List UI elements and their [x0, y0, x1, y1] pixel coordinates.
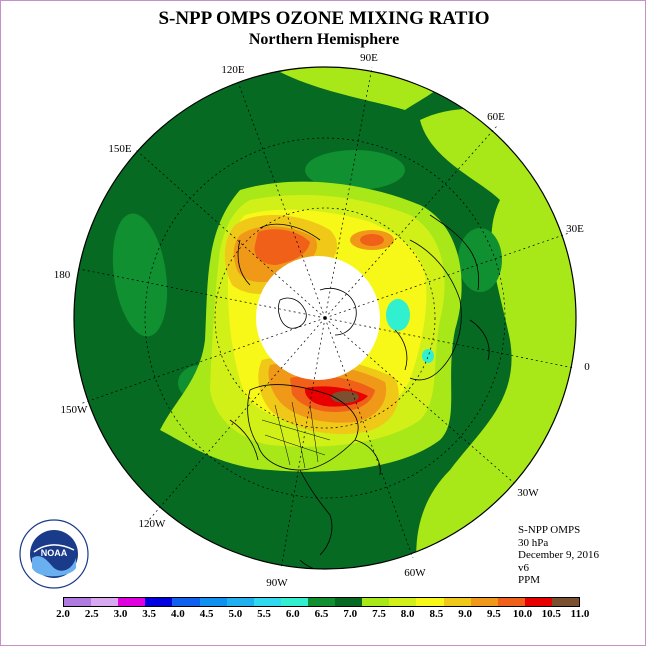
- longitude-labels: 90E 60E 30E 0 30W 60W 90W 120W 150W 180 …: [54, 52, 591, 589]
- ozone-level-6-0-patch-2: [422, 349, 434, 363]
- colorbar-tick-label: 3.0: [113, 608, 128, 620]
- colorbar-tick-label: 4.0: [171, 608, 185, 620]
- lon-label-60w: 60W: [404, 567, 426, 579]
- ozone-level-11-0-south: [331, 391, 359, 403]
- colorbar-tick-label: 10.5: [541, 608, 561, 620]
- lon-label-180: 180: [54, 269, 71, 281]
- lon-label-30w: 30W: [517, 487, 539, 499]
- map-subtitle: Northern Hemisphere: [248, 31, 400, 48]
- colorbar-swatch: [172, 598, 200, 606]
- coastlines: [229, 214, 490, 569]
- colorbar-tick-label: 11.0: [570, 608, 590, 620]
- polar-night-no-data: [256, 256, 380, 380]
- lon-label-150w: 150W: [61, 404, 89, 416]
- info-units: PPM: [518, 574, 541, 586]
- colorbar-tick-label: 6.0: [285, 608, 300, 620]
- colorbar-swatch: [362, 598, 390, 606]
- colorbar-tick-label: 5.5: [257, 608, 271, 620]
- colorbar-tick-label: 9.0: [458, 608, 472, 620]
- colorbar-tick-label: 5.0: [228, 608, 243, 620]
- product-info: S-NPP OMPS 30 hPa December 9, 2016 v6 PP…: [518, 524, 599, 587]
- colorbar-swatch: [551, 598, 580, 606]
- ozone-level-6-0-patch-1: [386, 299, 410, 331]
- lon-label-30e: 30E: [566, 223, 584, 235]
- lon-label-90e: 90E: [360, 52, 378, 64]
- colorbar-swatch: [524, 598, 552, 606]
- colorbar-swatch: [118, 598, 146, 606]
- ozone-level-6-5-patch-west: [112, 213, 168, 337]
- graticule: [78, 66, 575, 570]
- ozone-field: [74, 67, 576, 569]
- colorbar: [63, 597, 580, 607]
- state-boundaries: [261, 401, 331, 469]
- ozone-level-10-0-north: [360, 234, 384, 246]
- lon-label-0: 0: [584, 361, 590, 373]
- colorbar-swatch: [416, 598, 444, 606]
- colorbar-tick-label: 8.5: [429, 608, 444, 620]
- colorbar-swatch: [253, 598, 281, 606]
- info-version: v6: [518, 561, 529, 574]
- lon-label-120w: 120W: [139, 518, 167, 530]
- noaa-logo: NOAA: [19, 519, 89, 589]
- colorbar-tick-label: 8.0: [400, 608, 415, 620]
- lon-label-150e: 150E: [108, 143, 132, 155]
- colorbar-swatch: [389, 598, 417, 606]
- ozone-level-10-0-northwest: [254, 229, 310, 265]
- colorbar-tick-label: 2.5: [84, 608, 99, 620]
- colorbar-ticks: 2.0 2.5 3.0 3.5 4.0 4.5 5.0 5.5 6.0 6.5 7.0 7.5 8.0 8…: [56, 608, 589, 622]
- colorbar-swatch: [497, 598, 525, 606]
- colorbar-swatch: [470, 598, 498, 606]
- colorbar-tick-label: 3.5: [142, 608, 157, 620]
- colorbar-tick-label: 4.5: [199, 608, 214, 620]
- lon-label-90w: 90W: [266, 577, 288, 589]
- colorbar-tick-label: 7.5: [372, 608, 386, 620]
- map-boundary: [73, 66, 577, 570]
- map-title: S-NPP OMPS OZONE MIXING RATIO: [158, 8, 490, 29]
- colorbar-swatch: [226, 598, 254, 606]
- colorbar-tick-label: 9.5: [486, 608, 501, 620]
- logo-text: NOAA: [41, 548, 68, 558]
- ozone-level-6-5-patch-east: [458, 228, 502, 292]
- colorbar-swatch: [199, 598, 227, 606]
- colorbar-tick-label: 2.0: [56, 608, 70, 620]
- info-instrument: S-NPP OMPS: [518, 524, 581, 536]
- info-date: December 9, 2016: [518, 549, 599, 561]
- ozone-level-6-5-patch-north: [305, 150, 405, 190]
- info-level: 30 hPa: [518, 536, 549, 549]
- colorbar-swatch: [280, 598, 308, 606]
- colorbar-tick-label: 6.5: [314, 608, 329, 620]
- colorbar-swatch: [145, 598, 173, 606]
- lon-label-120e: 120E: [221, 64, 245, 76]
- colorbar-swatch: [443, 598, 471, 606]
- colorbar-swatch: [91, 598, 119, 606]
- colorbar-swatch: [64, 598, 92, 606]
- colorbar-swatch: [307, 598, 336, 606]
- colorbar-swatch: [335, 598, 363, 606]
- colorbar-tick-label: 7.0: [343, 608, 358, 620]
- colorbar-tick-label: 10.0: [512, 608, 533, 620]
- lon-label-60e: 60E: [487, 111, 505, 123]
